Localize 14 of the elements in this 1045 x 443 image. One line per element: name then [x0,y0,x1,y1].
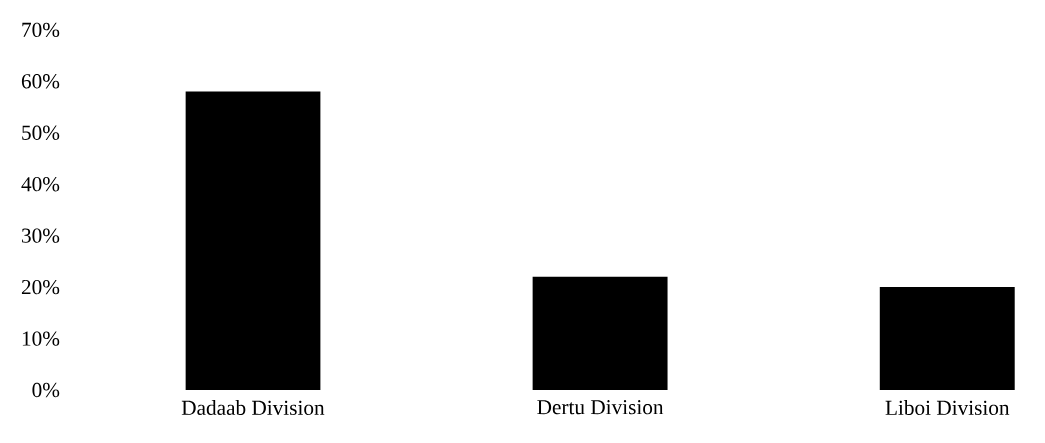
x-tick-label: Dadaab Division [181,400,325,416]
y-tick-label: 40% [21,177,60,192]
y-tick-label: 30% [22,228,60,243]
bar [532,276,668,391]
y-tick-label: 70% [22,22,60,38]
y-tick-label: 0% [32,382,60,398]
bar [185,91,321,391]
x-tick-label: Liboi Division [885,400,1010,416]
y-tick-label: 20% [21,279,60,295]
y-tick-label: 50% [22,125,60,140]
y-tick-label: 10% [22,331,60,346]
x-tick-label: Dertu Division [537,400,664,415]
y-tick-label: 60% [21,74,60,89]
bar [879,287,1015,391]
